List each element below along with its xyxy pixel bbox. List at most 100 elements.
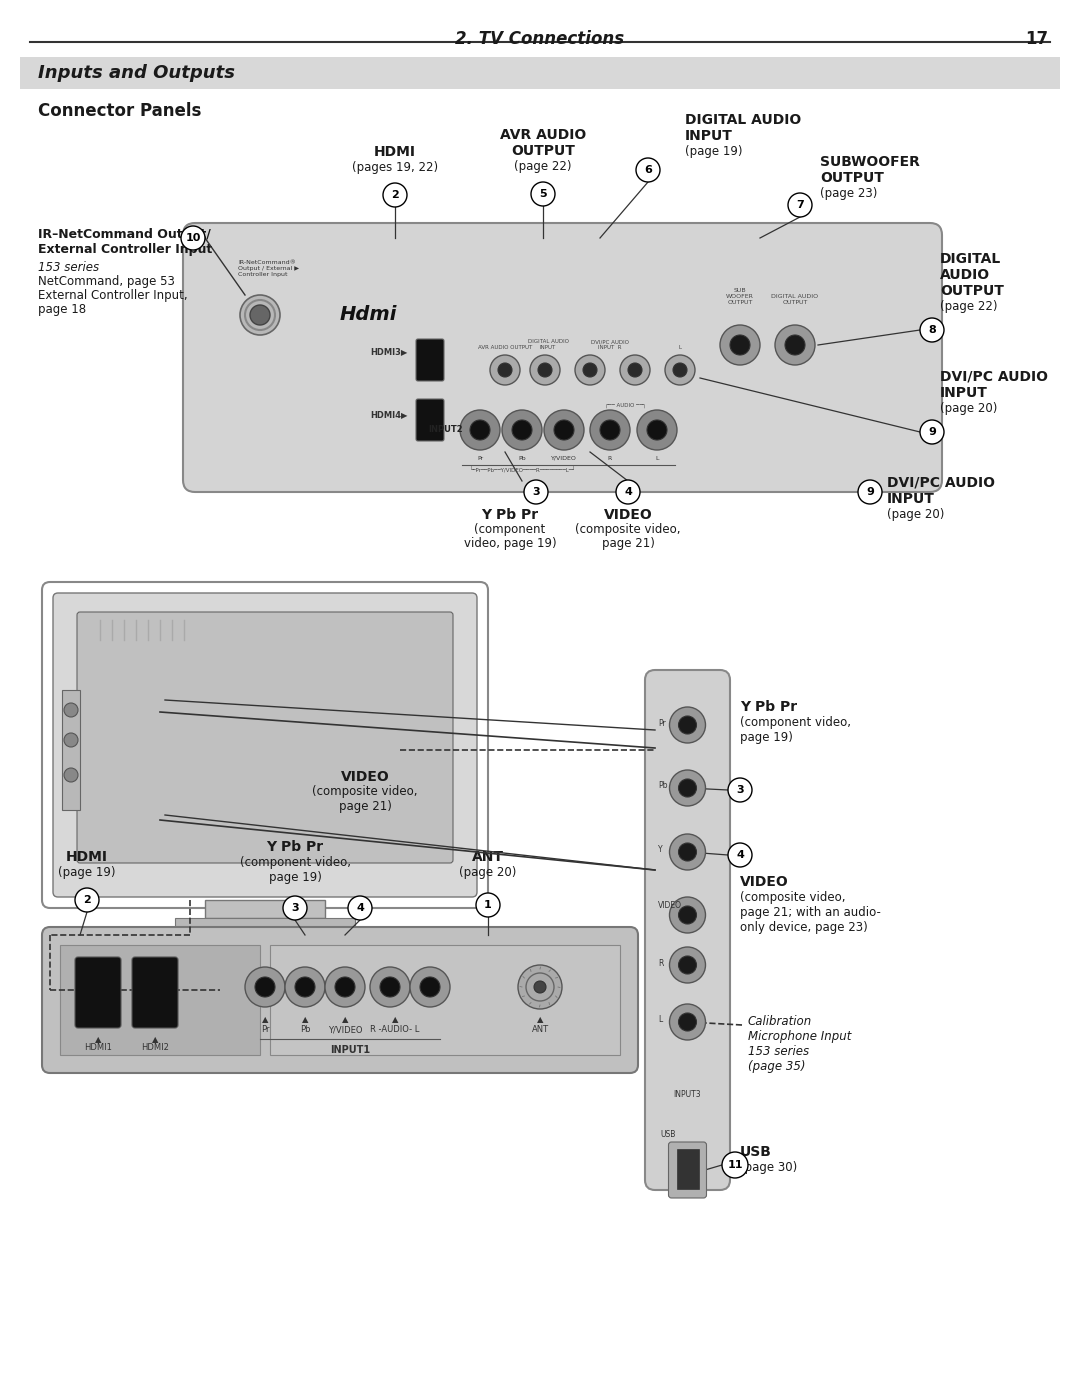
Text: INPUT2: INPUT2 bbox=[429, 426, 463, 434]
Text: (page 19): (page 19) bbox=[58, 866, 116, 879]
Circle shape bbox=[678, 956, 697, 974]
Circle shape bbox=[383, 183, 407, 207]
Text: (component: (component bbox=[474, 522, 545, 536]
Circle shape bbox=[583, 363, 597, 377]
FancyBboxPatch shape bbox=[645, 671, 730, 1190]
Circle shape bbox=[283, 895, 307, 921]
Circle shape bbox=[410, 967, 450, 1007]
Text: page 21): page 21) bbox=[602, 536, 654, 550]
Text: External Controller Input: External Controller Input bbox=[38, 243, 213, 256]
Circle shape bbox=[531, 182, 555, 205]
Circle shape bbox=[240, 295, 280, 335]
Text: (component video,: (component video, bbox=[740, 717, 851, 729]
Text: ANT: ANT bbox=[472, 849, 504, 863]
Text: 6: 6 bbox=[644, 165, 652, 175]
Text: ▲: ▲ bbox=[152, 1035, 159, 1044]
Text: (composite video,: (composite video, bbox=[576, 522, 680, 536]
Circle shape bbox=[534, 981, 546, 993]
Text: 2. TV Connections: 2. TV Connections bbox=[456, 29, 624, 47]
Text: 3: 3 bbox=[292, 902, 299, 914]
Circle shape bbox=[670, 897, 705, 933]
Bar bbox=[270, 944, 620, 1055]
Text: IR-NetCommand®
Output / External ▶
Controller Input: IR-NetCommand® Output / External ▶ Contr… bbox=[238, 260, 299, 277]
Text: Connector Panels: Connector Panels bbox=[38, 102, 201, 120]
Text: External Controller Input,: External Controller Input, bbox=[38, 289, 188, 302]
FancyBboxPatch shape bbox=[183, 224, 942, 492]
Circle shape bbox=[420, 977, 440, 997]
FancyBboxPatch shape bbox=[75, 957, 121, 1028]
Text: SUB
WOOFER
OUTPUT: SUB WOOFER OUTPUT bbox=[726, 288, 754, 305]
Circle shape bbox=[590, 409, 630, 450]
Circle shape bbox=[728, 778, 752, 802]
Circle shape bbox=[64, 733, 78, 747]
Circle shape bbox=[670, 1004, 705, 1039]
Text: AUDIO: AUDIO bbox=[940, 268, 990, 282]
Text: ▲
Pb: ▲ Pb bbox=[300, 1016, 310, 1034]
Text: (page 20): (page 20) bbox=[940, 402, 997, 415]
Text: 11: 11 bbox=[727, 1160, 743, 1171]
Text: VIDEO: VIDEO bbox=[740, 875, 788, 888]
Circle shape bbox=[512, 420, 532, 440]
Text: USB: USB bbox=[740, 1146, 772, 1160]
Circle shape bbox=[723, 1153, 748, 1178]
Bar bbox=[676, 1148, 699, 1189]
Text: Y Pb Pr: Y Pb Pr bbox=[482, 509, 539, 522]
Circle shape bbox=[295, 977, 315, 997]
Text: page 18: page 18 bbox=[38, 303, 86, 316]
Text: page 21; with an audio-: page 21; with an audio- bbox=[740, 907, 881, 919]
Text: (composite video,: (composite video, bbox=[740, 891, 846, 904]
Text: Y: Y bbox=[658, 845, 663, 855]
Circle shape bbox=[245, 967, 285, 1007]
Text: INPUT3: INPUT3 bbox=[674, 1090, 701, 1099]
Text: (composite video,: (composite video, bbox=[312, 785, 418, 798]
Text: 153 series: 153 series bbox=[748, 1045, 809, 1058]
Text: Pr: Pr bbox=[477, 455, 483, 461]
FancyBboxPatch shape bbox=[77, 612, 453, 863]
Circle shape bbox=[75, 888, 99, 912]
Text: R: R bbox=[608, 455, 612, 461]
Circle shape bbox=[490, 355, 519, 386]
Circle shape bbox=[728, 842, 752, 868]
Text: IR–NetCommand Output/: IR–NetCommand Output/ bbox=[38, 228, 211, 242]
Circle shape bbox=[335, 977, 355, 997]
Text: Y Pb Pr: Y Pb Pr bbox=[267, 840, 324, 854]
Text: VIDEO: VIDEO bbox=[604, 509, 652, 522]
Text: USB: USB bbox=[660, 1130, 675, 1139]
Text: (page 35): (page 35) bbox=[748, 1060, 806, 1073]
Text: L: L bbox=[678, 345, 681, 351]
Circle shape bbox=[470, 420, 490, 440]
Circle shape bbox=[673, 363, 687, 377]
Circle shape bbox=[785, 335, 805, 355]
Bar bbox=[175, 918, 355, 928]
Circle shape bbox=[554, 420, 573, 440]
Text: L: L bbox=[658, 1016, 662, 1024]
Text: HDMI4▶: HDMI4▶ bbox=[370, 411, 407, 419]
Text: VIDEO: VIDEO bbox=[340, 770, 390, 784]
Circle shape bbox=[181, 226, 205, 250]
Text: 2: 2 bbox=[83, 895, 91, 905]
Circle shape bbox=[678, 907, 697, 923]
Text: page 21): page 21) bbox=[338, 800, 391, 813]
Text: Y/VIDEO: Y/VIDEO bbox=[551, 455, 577, 461]
Circle shape bbox=[678, 842, 697, 861]
Text: 3: 3 bbox=[532, 488, 540, 497]
Text: 9: 9 bbox=[866, 488, 874, 497]
Text: ▲: ▲ bbox=[95, 1035, 102, 1044]
Circle shape bbox=[544, 409, 584, 450]
Text: INPUT: INPUT bbox=[887, 492, 935, 506]
Text: OUTPUT: OUTPUT bbox=[511, 144, 575, 158]
Text: (component video,: (component video, bbox=[240, 856, 351, 869]
Text: (page 30): (page 30) bbox=[740, 1161, 797, 1173]
Bar bbox=[60, 944, 260, 1055]
Text: (page 20): (page 20) bbox=[459, 866, 516, 879]
Circle shape bbox=[636, 158, 660, 182]
Circle shape bbox=[325, 967, 365, 1007]
Circle shape bbox=[920, 420, 944, 444]
Text: R: R bbox=[658, 958, 663, 968]
Circle shape bbox=[600, 420, 620, 440]
Text: page 19): page 19) bbox=[269, 870, 322, 884]
Text: 4: 4 bbox=[356, 902, 364, 914]
Text: Hdmi: Hdmi bbox=[340, 306, 397, 324]
Circle shape bbox=[637, 409, 677, 450]
Text: Pb: Pb bbox=[518, 455, 526, 461]
